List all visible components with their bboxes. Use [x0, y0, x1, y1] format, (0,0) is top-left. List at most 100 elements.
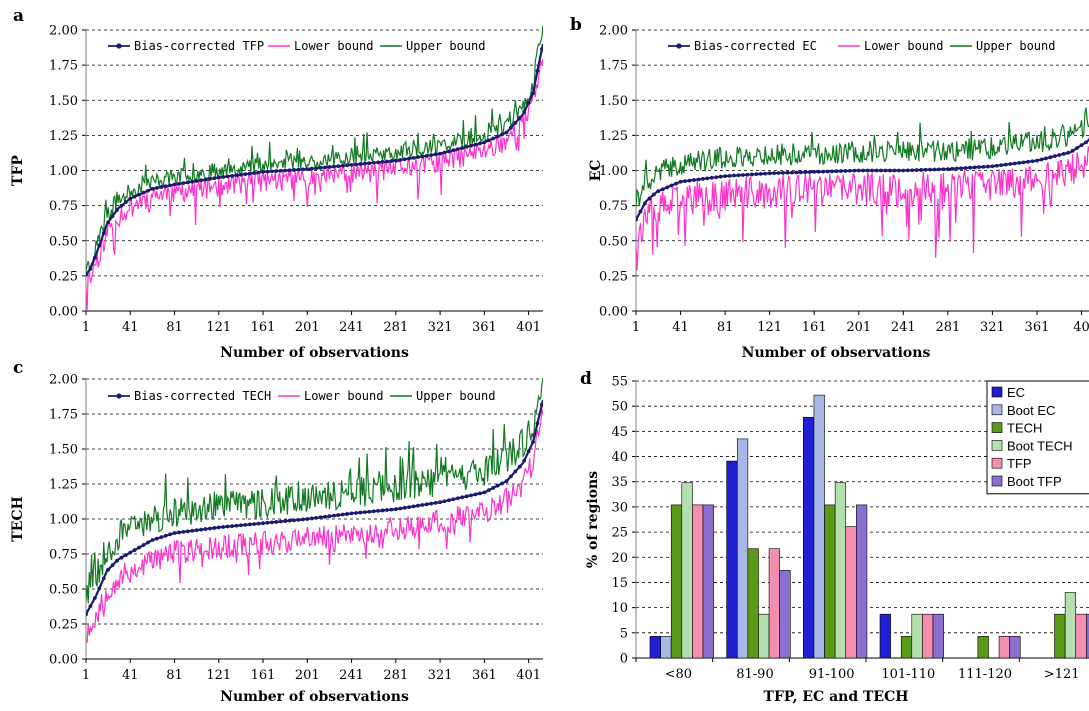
legend-label: Lower bound — [864, 39, 943, 53]
data-point — [843, 169, 848, 173]
data-point — [932, 167, 937, 172]
data-point — [714, 175, 719, 180]
data-point — [812, 170, 817, 174]
category-label: <80 — [665, 667, 692, 682]
data-point — [861, 168, 866, 173]
y-tick-label: 1.25 — [49, 129, 78, 144]
data-point — [651, 192, 656, 197]
y-tick-label: 0.00 — [49, 653, 78, 668]
data-point — [447, 498, 451, 503]
data-point — [1048, 155, 1053, 160]
data-point — [123, 200, 128, 205]
data-point — [389, 159, 394, 163]
data-point — [749, 172, 754, 177]
data-point — [239, 172, 243, 177]
y-tick-label: 0.25 — [49, 269, 78, 284]
data-point — [451, 148, 456, 153]
x-tick-label: 361 — [1025, 320, 1050, 335]
data-point — [265, 169, 270, 174]
y-tick-label: 1.50 — [49, 443, 78, 458]
data-point — [1084, 140, 1088, 145]
data-point — [438, 151, 442, 156]
data-point — [199, 527, 203, 532]
y-tick-label: 40 — [611, 450, 628, 465]
x-tick-label: 121 — [206, 668, 231, 683]
data-point — [469, 143, 473, 148]
bar — [779, 570, 791, 659]
bar — [803, 416, 815, 659]
data-point — [1008, 162, 1013, 166]
data-point — [402, 505, 407, 510]
data-point — [163, 184, 168, 189]
bar — [660, 636, 672, 659]
data-point — [367, 509, 372, 514]
legend-marker — [116, 393, 122, 399]
data-point — [856, 168, 861, 173]
data-point — [910, 168, 915, 173]
data-point — [146, 540, 150, 545]
data-point — [1003, 162, 1008, 167]
data-point — [92, 255, 97, 260]
x-tick-label: 81 — [166, 668, 183, 683]
data-point — [411, 155, 416, 160]
data-point — [727, 173, 732, 178]
data-point — [736, 173, 741, 178]
y-tick-label: 45 — [611, 425, 628, 440]
x-tick-label: 321 — [428, 668, 453, 683]
data-point — [132, 194, 137, 199]
data-point — [221, 175, 226, 179]
data-point — [416, 155, 420, 160]
series-line-upper-bound — [636, 107, 1089, 208]
panel-letter: a — [13, 6, 24, 26]
data-point — [1079, 143, 1084, 148]
data-point — [243, 522, 248, 527]
data-point — [336, 513, 341, 517]
data-point — [225, 174, 230, 179]
data-point — [883, 168, 888, 173]
data-point — [323, 165, 327, 170]
x-tick-label: 281 — [383, 320, 408, 335]
x-tick-label: 81 — [717, 320, 734, 335]
data-point — [825, 169, 830, 174]
data-point — [482, 140, 487, 145]
data-point — [539, 47, 543, 52]
data-point — [150, 186, 155, 191]
data-point — [892, 168, 897, 173]
data-point — [1035, 158, 1039, 163]
data-point — [389, 507, 394, 512]
x-axis-title: Number of observations — [742, 345, 931, 361]
legend-label: Boot TECH — [1007, 438, 1073, 453]
data-point — [741, 173, 745, 177]
y-tick-label: 1.75 — [599, 59, 628, 74]
data-point — [385, 159, 389, 164]
data-point — [345, 512, 350, 516]
data-point — [928, 167, 932, 172]
legend-label: Boot EC — [1007, 403, 1055, 418]
data-point — [495, 483, 500, 488]
data-point — [660, 187, 665, 192]
data-point — [172, 531, 177, 535]
x-tick-label: 41 — [122, 320, 139, 335]
legend-box — [986, 380, 1089, 495]
x-tick-label: 121 — [206, 320, 231, 335]
data-point — [513, 120, 518, 125]
data-point — [177, 530, 181, 535]
y-tick-label: 2.00 — [49, 24, 78, 39]
data-point — [874, 168, 879, 173]
data-point — [283, 519, 288, 523]
data-point — [269, 520, 274, 525]
y-tick-label: 0.50 — [49, 234, 78, 249]
x-tick-label: 241 — [339, 320, 364, 335]
data-point — [522, 458, 527, 463]
bar — [856, 504, 868, 659]
y-tick-label: 0.75 — [49, 548, 78, 563]
data-point — [469, 493, 473, 498]
data-point — [999, 163, 1004, 168]
data-point — [990, 164, 995, 169]
data-point — [1039, 157, 1044, 162]
y-tick-label: 0.25 — [49, 618, 78, 633]
data-point — [447, 149, 451, 154]
data-point — [141, 190, 146, 195]
data-point — [287, 168, 292, 173]
legend-background — [104, 386, 496, 404]
